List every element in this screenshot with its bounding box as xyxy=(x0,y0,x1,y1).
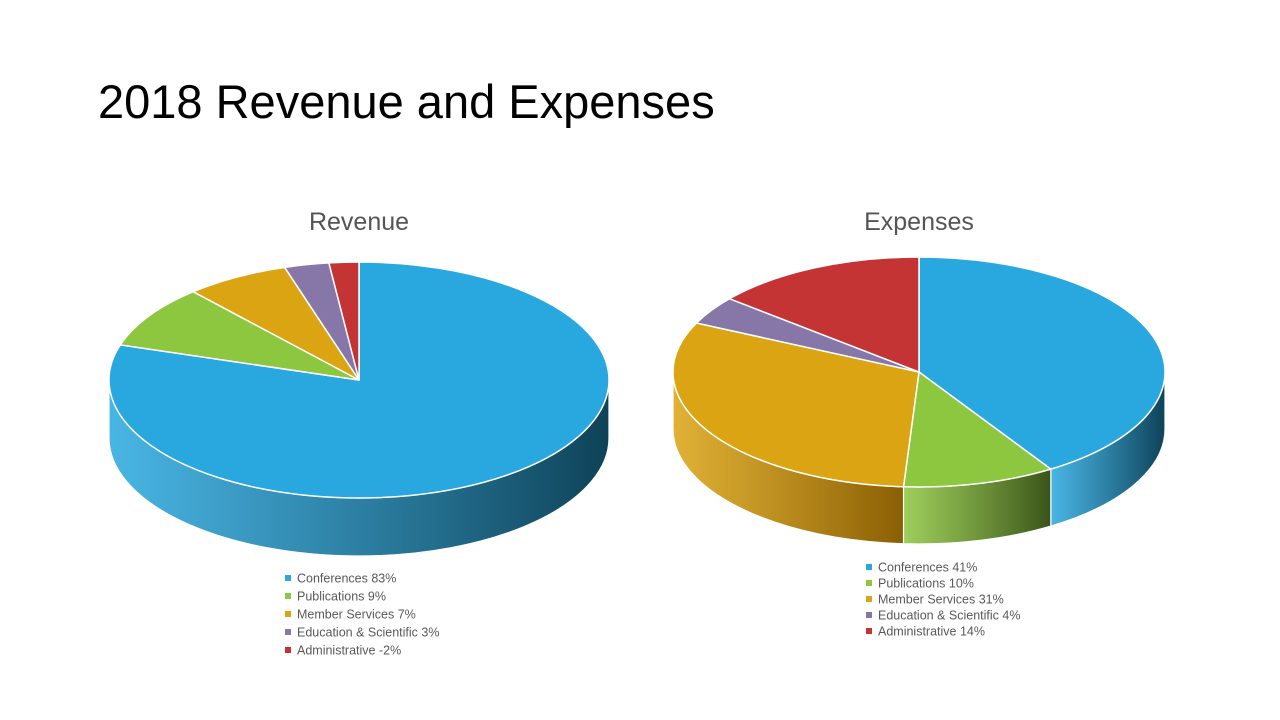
expenses-legend: Conferences 41% Publications 10% Member Se… xyxy=(866,561,1020,639)
revenue-legend-item-publications: Publications 9% xyxy=(285,590,386,604)
revenue-legend-item-education-scientific: Education & Scientific 3% xyxy=(285,626,439,640)
revenue-pie xyxy=(108,261,610,557)
revenue-legend-swatch xyxy=(285,629,291,635)
slide-title: 2018 Revenue and Expenses xyxy=(98,75,715,128)
expenses-legend-swatch xyxy=(866,596,872,602)
expenses-legend-item-administrative: Administrative 14% xyxy=(866,625,985,639)
expenses-legend-swatch xyxy=(866,580,872,586)
revenue-legend-item-administrative: Administrative -2% xyxy=(285,644,401,658)
revenue-legend-swatch xyxy=(285,611,291,617)
expenses-legend-label: Conferences 41% xyxy=(878,561,977,575)
expenses-legend-label: Administrative 14% xyxy=(878,625,985,639)
expenses-legend-label: Education & Scientific 4% xyxy=(878,609,1020,623)
expenses-legend-item-member-services: Member Services 31% xyxy=(866,593,1004,607)
expenses-slice-publications xyxy=(902,371,1052,488)
revenue-chart: Revenue Conferences 83% Publications 9% Me… xyxy=(108,208,610,658)
revenue-legend-item-conferences: Conferences 83% xyxy=(285,572,396,586)
revenue-legend-swatch xyxy=(285,647,291,653)
expenses-chart: Expenses Conferences 41% Publications 10%… xyxy=(672,208,1166,639)
revenue-slice-publications xyxy=(119,290,360,381)
expenses-legend-item-conferences: Conferences 41% xyxy=(866,561,977,575)
revenue-legend-swatch xyxy=(285,593,291,599)
revenue-slice-member-services xyxy=(192,266,360,381)
expenses-legend-swatch xyxy=(866,564,872,570)
expenses-legend-item-publications: Publications 10% xyxy=(866,577,974,591)
expenses-pie xyxy=(672,256,1166,545)
expenses-legend-label: Member Services 31% xyxy=(878,593,1004,607)
expenses-slice-member-services xyxy=(672,322,920,488)
expenses-slice-conferences xyxy=(918,256,1166,470)
revenue-legend-label: Publications 9% xyxy=(297,590,386,604)
revenue-legend-swatch xyxy=(285,575,291,581)
expenses-legend-label: Publications 10% xyxy=(878,577,974,591)
revenue-chart-title: Revenue xyxy=(309,208,409,236)
expenses-slice-administrative xyxy=(728,256,920,373)
expenses-chart-title: Expenses xyxy=(864,208,974,236)
revenue-legend-label: Conferences 83% xyxy=(297,572,396,586)
revenue-legend-label: Administrative -2% xyxy=(297,644,401,658)
revenue-legend: Conferences 83% Publications 9% Member Ser… xyxy=(285,572,439,658)
revenue-legend-item-member-services: Member Services 7% xyxy=(285,608,416,622)
expenses-legend-swatch xyxy=(866,612,872,618)
revenue-legend-label: Education & Scientific 3% xyxy=(297,626,439,640)
expenses-legend-swatch xyxy=(866,628,872,634)
expenses-legend-item-education-scientific: Education & Scientific 4% xyxy=(866,609,1020,623)
revenue-legend-label: Member Services 7% xyxy=(297,608,416,622)
revenue-slice-administrative xyxy=(328,261,360,381)
